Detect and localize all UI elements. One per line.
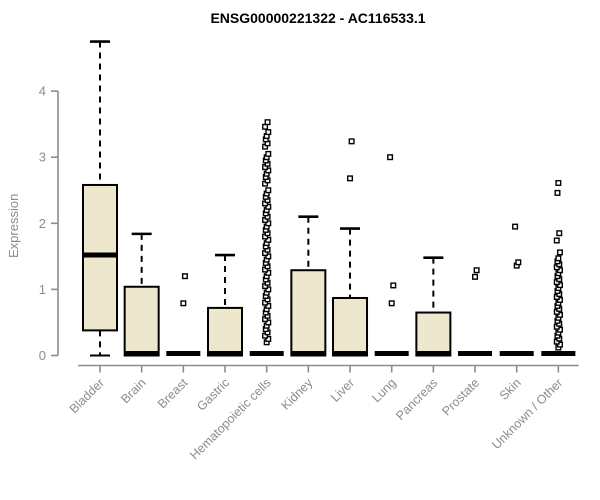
y-tick-label: 2 <box>39 216 46 231</box>
outlier-point <box>265 286 272 293</box>
y-tick-label: 4 <box>39 84 46 99</box>
x-tick-label: Bladder <box>67 376 107 416</box>
outlier-point <box>553 237 560 244</box>
outlier-point <box>555 255 562 262</box>
x-tick-label: Kidney <box>279 375 316 412</box>
x-tick-label: Liver <box>328 376 357 405</box>
outlier-point <box>180 300 187 307</box>
outlier-point <box>265 203 272 210</box>
outlier-point <box>265 167 272 174</box>
chart-title: ENSG00000221322 - AC116533.1 <box>210 10 426 26</box>
outlier-point <box>181 273 188 280</box>
outlier-point <box>556 249 563 256</box>
outlier-point <box>388 300 395 307</box>
x-tick-label: Pancreas <box>393 376 440 423</box>
outlier-point <box>265 302 272 309</box>
y-tick-label: 1 <box>39 282 46 297</box>
outlier-point <box>387 154 394 161</box>
y-tick-label: 3 <box>39 150 46 165</box>
box <box>415 311 452 357</box>
outlier-point <box>556 230 563 237</box>
outlier-point <box>473 267 480 274</box>
box <box>207 306 244 357</box>
outlier-point <box>554 189 561 196</box>
outlier-point <box>265 220 272 227</box>
x-tick-label: Breast <box>155 375 191 411</box>
x-tick-label: Hematopoietic cells <box>187 376 274 463</box>
box <box>123 285 160 357</box>
box <box>82 183 118 332</box>
outlier-point <box>265 253 272 260</box>
x-tick-label: Gastric <box>194 376 232 414</box>
x-tick-label: Skin <box>497 376 524 403</box>
outlier-point <box>265 335 272 342</box>
x-tick-label: Brain <box>118 376 149 407</box>
box <box>290 269 327 357</box>
y-tick-label: 0 <box>39 348 46 363</box>
x-tick-label: Prostate <box>439 376 482 419</box>
outlier-point <box>265 269 272 276</box>
outlier-point <box>264 119 271 126</box>
outlier-point <box>348 138 355 145</box>
outlier-point <box>265 129 272 136</box>
outlier-point <box>265 236 272 243</box>
outlier-point <box>555 179 562 186</box>
outlier-point <box>262 123 269 130</box>
outlier-point <box>472 273 479 280</box>
x-tick-label: Lung <box>369 376 399 406</box>
x-tick-label: Unknown / Other <box>489 376 565 452</box>
outlier-point <box>265 150 272 157</box>
box <box>332 296 369 357</box>
outlier-point <box>515 259 522 266</box>
outlier-point <box>347 175 354 182</box>
outlier-point <box>512 223 519 230</box>
outlier-point <box>265 319 272 326</box>
outlier-point <box>265 187 272 194</box>
outlier-point <box>390 282 397 289</box>
